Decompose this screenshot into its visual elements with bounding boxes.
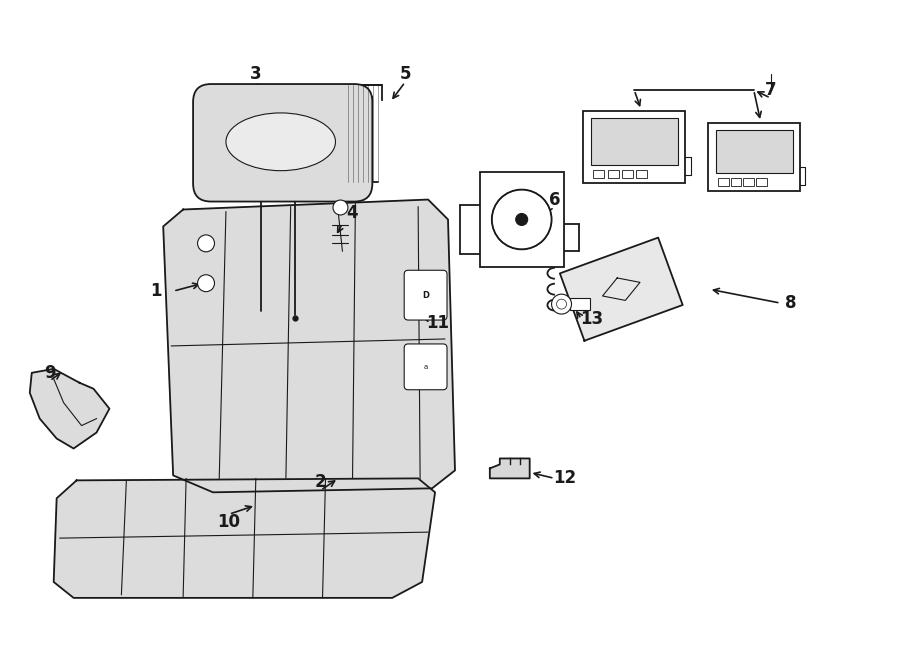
Text: 2: 2 xyxy=(315,473,327,491)
Text: 12: 12 xyxy=(553,469,576,487)
FancyBboxPatch shape xyxy=(194,84,373,202)
Bar xyxy=(756,178,767,186)
Circle shape xyxy=(198,275,214,292)
Text: 4: 4 xyxy=(346,204,358,223)
Circle shape xyxy=(491,190,552,249)
Text: 6: 6 xyxy=(549,190,561,209)
Bar xyxy=(622,170,633,178)
Polygon shape xyxy=(490,459,530,479)
Text: 7: 7 xyxy=(765,81,777,99)
Text: 8: 8 xyxy=(785,294,796,312)
Text: 11: 11 xyxy=(427,314,450,332)
Circle shape xyxy=(552,294,572,314)
Text: a: a xyxy=(424,364,428,370)
Polygon shape xyxy=(163,200,455,492)
Ellipse shape xyxy=(226,113,336,171)
Circle shape xyxy=(516,214,527,225)
Bar xyxy=(480,172,563,267)
Bar xyxy=(608,170,618,178)
Polygon shape xyxy=(30,369,110,449)
Bar xyxy=(571,298,590,310)
Bar xyxy=(636,170,647,178)
Text: 9: 9 xyxy=(44,364,56,382)
Circle shape xyxy=(198,235,214,252)
Polygon shape xyxy=(54,479,435,598)
FancyBboxPatch shape xyxy=(708,123,799,190)
Text: 13: 13 xyxy=(580,310,603,328)
Bar xyxy=(591,118,678,165)
Bar xyxy=(731,178,742,186)
Text: 5: 5 xyxy=(400,65,411,83)
Circle shape xyxy=(333,200,348,215)
Bar xyxy=(716,130,793,173)
Text: 10: 10 xyxy=(218,513,240,531)
FancyBboxPatch shape xyxy=(404,344,447,390)
Bar xyxy=(593,170,604,178)
Bar xyxy=(743,178,754,186)
Text: D: D xyxy=(423,291,429,299)
FancyBboxPatch shape xyxy=(404,270,447,320)
Text: 1: 1 xyxy=(150,282,162,300)
Bar xyxy=(718,178,729,186)
Polygon shape xyxy=(560,237,683,340)
Text: 3: 3 xyxy=(250,65,262,83)
FancyBboxPatch shape xyxy=(583,111,685,182)
Circle shape xyxy=(556,299,566,309)
